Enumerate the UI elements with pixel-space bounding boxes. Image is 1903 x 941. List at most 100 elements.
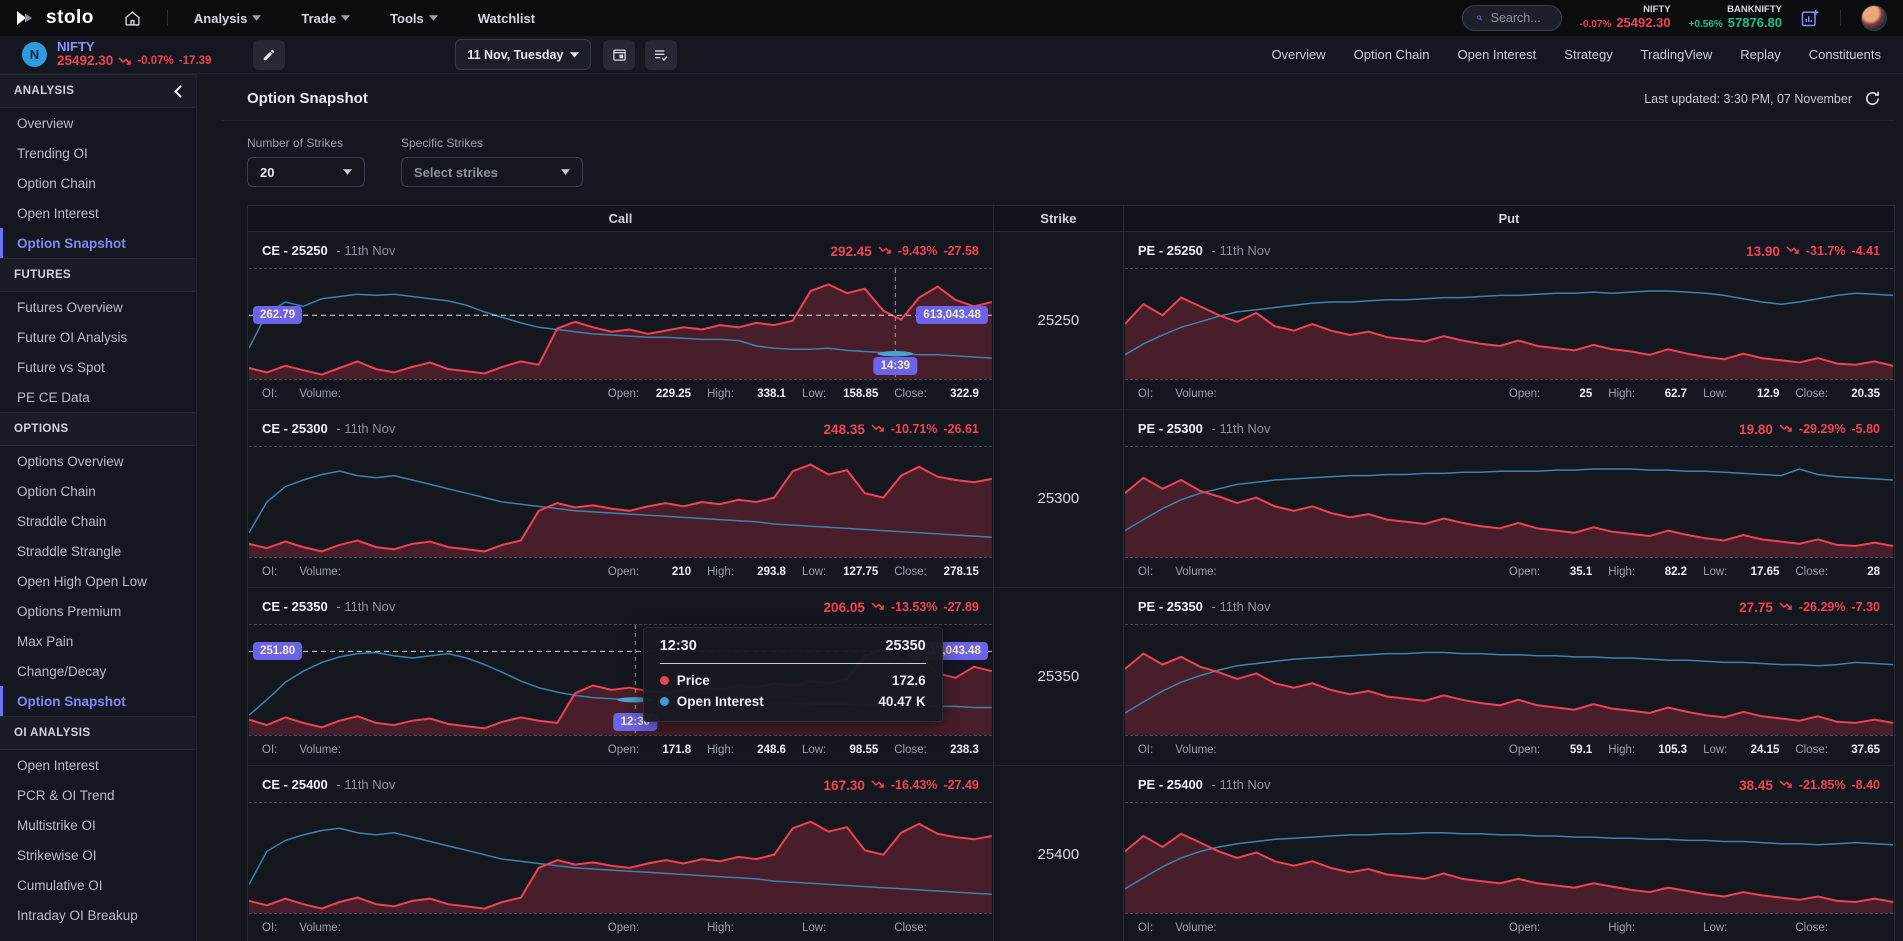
tab-replay[interactable]: Replay: [1740, 47, 1781, 62]
sidebar-item-open-high-open-low[interactable]: Open High Open Low: [0, 566, 196, 596]
nifty-ticker[interactable]: NIFTY -0.07% 25492.30: [1580, 4, 1671, 31]
banknifty-value: 57876.80: [1727, 14, 1782, 30]
price-oi-chart[interactable]: [249, 803, 992, 913]
chevron-down-icon: [252, 15, 262, 21]
stat-close-label: Close:: [894, 922, 927, 934]
sidebar-item-options-premium[interactable]: Options Premium: [0, 596, 196, 626]
volume-label: Volume:: [1175, 388, 1217, 400]
instrument-bar: N NIFTY 25492.30 -0.07% -17.39 11 Nov, T…: [0, 36, 1903, 74]
specific-strikes-select[interactable]: Select strikes: [401, 157, 583, 187]
user-avatar[interactable]: [1861, 5, 1887, 31]
table-row: CE - 25300 - 11th Nov 248.35 -10.71% -26.61…: [248, 410, 1894, 588]
collapse-sidebar-icon[interactable]: [174, 84, 182, 98]
add-chart-button[interactable]: [1800, 8, 1820, 28]
call-chart[interactable]: 251.80 8,913,043.48 12:30 12:30 25350 Price 17…: [249, 624, 992, 736]
price-oi-chart[interactable]: [1124, 803, 1893, 913]
call-chart[interactable]: [249, 446, 992, 558]
trend-down-icon: [871, 602, 884, 610]
last-price: 206.05: [823, 599, 865, 615]
watchlist-toggle-button[interactable]: [645, 39, 678, 70]
sidebar-item-multistrike-oi[interactable]: Multistrike OI: [0, 810, 196, 840]
sidebar-item-intraday-oi-breakup[interactable]: Intraday OI Breakup: [0, 900, 196, 930]
tab-option-chain[interactable]: Option Chain: [1353, 47, 1430, 62]
call-chart[interactable]: [249, 802, 992, 914]
price-oi-chart[interactable]: [1124, 269, 1893, 379]
sidebar-item-pe-ce-data[interactable]: PE CE Data: [0, 382, 196, 412]
call-price-group: 292.45 -9.43% -27.58: [831, 244, 979, 259]
tab-overview[interactable]: Overview: [1271, 47, 1326, 62]
search-input[interactable]: Search...: [1461, 5, 1562, 31]
sidebar-item-future-oi-analysis[interactable]: Future OI Analysis: [0, 322, 196, 352]
tab-tradingview[interactable]: TradingView: [1640, 47, 1713, 62]
put-chart[interactable]: [1124, 446, 1893, 558]
put-stats-row: OI: Volume: Open: 59.1 High: 105.3 Low: 24.15 Cl…: [1124, 736, 1894, 765]
stat-high-label: High:: [1608, 744, 1636, 756]
put-chart[interactable]: [1124, 268, 1893, 380]
stat-open-label: Open:: [607, 744, 640, 756]
banknifty-ticker[interactable]: BANKNIFTY +0.56% 57876.80: [1689, 4, 1782, 31]
home-button[interactable]: [124, 10, 141, 27]
last-price: 27.75: [1739, 599, 1773, 615]
put-chart[interactable]: [1124, 624, 1893, 736]
sidebar-item-pcr-oi-trend[interactable]: PCR & OI Trend: [0, 780, 196, 810]
sidebar-item-option-snapshot[interactable]: Option Snapshot: [0, 228, 196, 258]
sidebar-item-futures-overview[interactable]: Futures Overview: [0, 292, 196, 322]
tab-open-interest[interactable]: Open Interest: [1457, 47, 1537, 62]
oi-label: OI:: [1137, 744, 1154, 756]
symbol-name: NIFTY: [57, 38, 95, 54]
stat-high-label: High:: [707, 744, 734, 756]
sidebar-item-straddle-chain[interactable]: Straddle Chain: [0, 506, 196, 536]
change-percent: -10.71%: [890, 422, 938, 436]
price-oi-chart[interactable]: [249, 447, 992, 557]
volume-label: Volume:: [1175, 744, 1217, 756]
banknifty-label: BANKNIFTY: [1727, 4, 1782, 16]
calendar-button[interactable]: [603, 39, 636, 70]
sidebar-item-option-chain[interactable]: Option Chain: [0, 476, 196, 506]
refresh-icon[interactable]: [1864, 90, 1881, 107]
menu-trade[interactable]: Trade: [301, 11, 351, 26]
sidebar-item-options-overview[interactable]: Options Overview: [0, 446, 196, 476]
sidebar-item-straddle-strangle[interactable]: Straddle Strangle: [0, 536, 196, 566]
menu-tools[interactable]: Tools: [390, 11, 438, 26]
date-dropdown[interactable]: 11 Nov, Tuesday: [455, 39, 592, 70]
call-chart[interactable]: 262.79 613,043.48 14:39: [249, 268, 992, 380]
stolo-logo[interactable]: stolo: [16, 7, 94, 29]
section-label: ANALYSIS: [14, 85, 75, 97]
edit-symbol-button[interactable]: [253, 39, 286, 70]
price-oi-chart[interactable]: [1124, 447, 1893, 557]
divider: [166, 10, 168, 26]
tab-strategy[interactable]: Strategy: [1564, 47, 1613, 62]
sidebar-item-option-chain[interactable]: Option Chain: [0, 168, 196, 198]
stat-low-label: Low:: [1703, 566, 1728, 578]
contract-date: - 11th Nov: [1207, 777, 1271, 792]
sidebar-item-overview[interactable]: Overview: [0, 108, 196, 138]
last-price: 13.90: [1746, 243, 1780, 259]
section-label: OPTIONS: [14, 423, 69, 435]
stat-high: High:: [1608, 922, 1687, 934]
menu-analysis[interactable]: Analysis: [194, 11, 262, 26]
oi-dot-icon: [659, 697, 669, 706]
volume-label: Volume:: [1175, 922, 1217, 934]
sidebar-item-cumulative-oi[interactable]: Cumulative OI: [0, 870, 196, 900]
sidebar-item-label: Future OI Analysis: [17, 329, 128, 345]
call-stats-row: OI: Volume: Open: 210 High: 293.8 Low: 127.75 Cl…: [248, 558, 993, 587]
sidebar-item-trending-oi[interactable]: Trending OI: [0, 138, 196, 168]
put-contract-name: PE - 25400 - 11th Nov: [1138, 776, 1271, 794]
sidebar-item-strikewise-oi[interactable]: Strikewise OI: [0, 840, 196, 870]
sidebar-item-change-decay[interactable]: Change/Decay: [0, 656, 196, 686]
menu-watchlist[interactable]: Watchlist: [478, 11, 535, 26]
price-oi-chart[interactable]: [249, 269, 992, 379]
stat-close-value: 37.65: [1851, 744, 1880, 756]
stat-high: High: 293.8: [707, 566, 786, 578]
tab-constituents[interactable]: Constituents: [1808, 47, 1881, 62]
price-oi-chart[interactable]: [1124, 625, 1893, 735]
change-percent: -26.29%: [1798, 600, 1846, 614]
sidebar-item-open-interest[interactable]: Open Interest: [0, 750, 196, 780]
put-chart[interactable]: [1124, 802, 1893, 914]
sidebar-item-open-interest[interactable]: Open Interest: [0, 198, 196, 228]
logo-arrow-icon: [17, 11, 32, 25]
strikes-count-select[interactable]: 20: [247, 157, 365, 187]
sidebar-item-option-snapshot[interactable]: Option Snapshot: [0, 686, 196, 716]
sidebar-item-max-pain[interactable]: Max Pain: [0, 626, 196, 656]
sidebar-item-future-vs-spot[interactable]: Future vs Spot: [0, 352, 196, 382]
